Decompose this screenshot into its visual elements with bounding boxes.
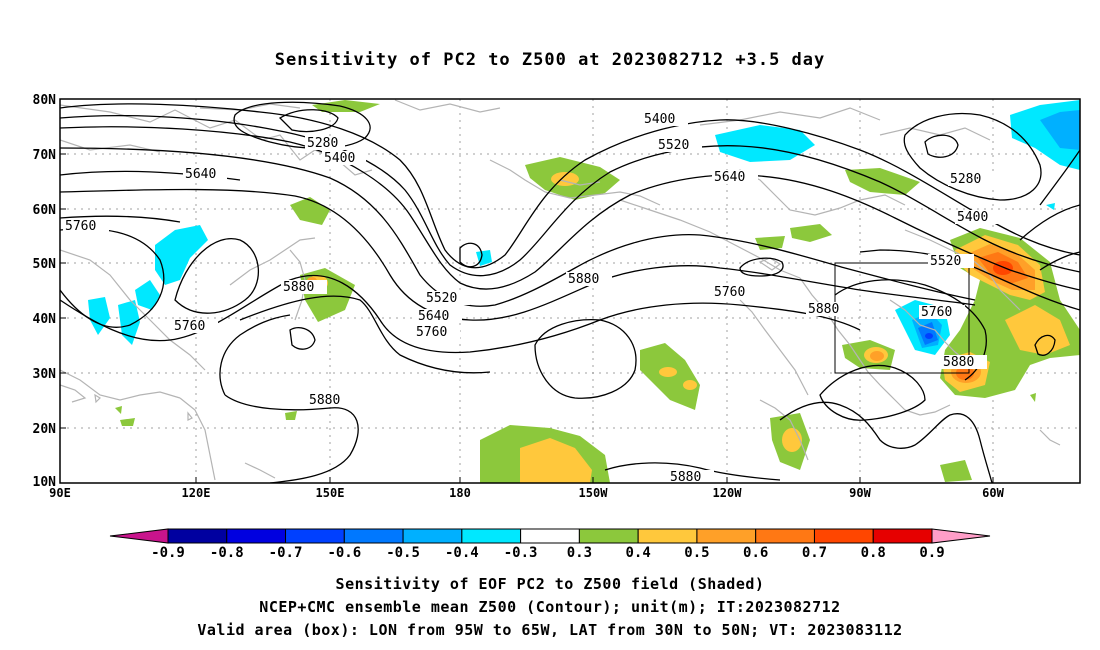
colorbar-label: 0.6 — [743, 545, 768, 561]
contour-label: 5880 — [283, 280, 314, 295]
colorbar-label: 0.9 — [919, 545, 944, 561]
lon-label: 90W — [849, 486, 871, 500]
tick-marks — [60, 98, 994, 483]
colorbar-swatch — [520, 528, 580, 544]
contour-labels: 5280 5400 5640 5760 5880 5760 5880 5880 … — [63, 112, 1001, 485]
colorbar-swatch — [813, 528, 874, 544]
contour-label: 5880 — [670, 470, 701, 485]
colorbar-label: 0.8 — [861, 545, 886, 561]
figure-title: Sensitivity of PC2 to Z500 at 2023082712… — [274, 50, 826, 70]
lat-label: 20N — [33, 422, 57, 437]
contour-label: 5400 — [324, 151, 355, 166]
contour-label: 5760 — [174, 319, 205, 334]
colorbar-high-end — [931, 528, 991, 544]
lat-label: 30N — [33, 367, 57, 382]
contour-label: 5520 — [426, 291, 457, 306]
contour-label: 5760 — [921, 305, 952, 320]
colorbar-swatch — [578, 528, 639, 544]
lat-label: 60N — [33, 203, 57, 218]
contour-label: 5520 — [658, 138, 689, 153]
colorbar-swatch — [167, 528, 228, 544]
colorbar-label: -0.5 — [386, 545, 420, 561]
colorbar-swatch — [226, 528, 287, 544]
colorbar-label: -0.3 — [504, 545, 538, 561]
colorbar-label: -0.8 — [210, 545, 244, 561]
contour-label: 5880 — [808, 302, 839, 317]
latitude-labels: 80N 70N 60N 50N 40N 30N 20N 10N — [33, 93, 57, 490]
colorbar-swatch — [637, 528, 698, 544]
map-frame — [59, 98, 1081, 484]
valid-area-box — [834, 262, 970, 374]
colorbar-label: -0.6 — [327, 545, 361, 561]
colorbar-label: 0.5 — [684, 545, 709, 561]
contour-label: 5760 — [65, 219, 96, 234]
lon-label: 180 — [449, 486, 471, 500]
shading-negative — [88, 100, 1080, 355]
contour-label: 5880 — [309, 393, 340, 408]
colorbar-label: -0.4 — [445, 545, 479, 561]
lon-label: 120E — [182, 486, 211, 500]
contour-label: 5640 — [185, 167, 216, 182]
contour-label: 5880 — [943, 355, 974, 370]
lon-label: 150W — [579, 486, 609, 500]
contour-label: 5520 — [930, 254, 961, 269]
colorbar-swatch — [461, 528, 522, 544]
colorbar-swatch — [343, 528, 404, 544]
lon-label: 150E — [316, 486, 345, 500]
contours — [60, 101, 1080, 483]
contour-label: 5640 — [714, 170, 745, 185]
contour-label: 5760 — [714, 285, 745, 300]
colorbar-swatch — [872, 528, 933, 544]
colorbar: -0.9 -0.8 -0.7 -0.6 -0.5 -0.4 -0.3 0.3 0.4 0.5 0.6… — [109, 528, 991, 561]
contour-label: 5400 — [644, 112, 675, 127]
colorbar-label: -0.9 — [151, 545, 185, 561]
coastlines — [60, 99, 1061, 481]
lon-label: 120W — [713, 486, 743, 500]
contour-label: 5400 — [957, 210, 988, 225]
lon-label: 60W — [982, 486, 1004, 500]
longitude-labels: 90E 120E 150E 180 150W 120W 90W 60W — [49, 486, 1004, 500]
colorbar-label: -0.7 — [269, 545, 303, 561]
colorbar-swatch — [285, 528, 345, 544]
gridlines — [60, 99, 1080, 483]
colorbar-swatch — [696, 528, 757, 544]
colorbar-label: 0.4 — [626, 545, 651, 561]
caption-valid-area: Valid area (box): LON from 95W to 65W, L… — [197, 621, 903, 639]
lat-label: 70N — [33, 148, 57, 163]
caption-contour: NCEP+CMC ensemble mean Z500 (Contour); u… — [259, 598, 841, 616]
lon-label: 90E — [49, 486, 71, 500]
contour-label: 5280 — [307, 136, 338, 151]
contour-label: 5880 — [568, 272, 599, 287]
colorbar-low-end — [109, 528, 169, 544]
lat-label: 80N — [33, 93, 57, 108]
caption-shading: Sensitivity of EOF PC2 to Z500 field (Sh… — [335, 575, 765, 593]
lat-label: 10N — [33, 475, 57, 490]
contour-label: 5760 — [416, 325, 447, 340]
colorbar-swatch — [755, 528, 815, 544]
colorbar-swatch — [402, 528, 463, 544]
colorbar-label: 0.3 — [567, 545, 592, 561]
lat-label: 40N — [33, 312, 57, 327]
lat-label: 50N — [33, 257, 57, 272]
contour-label: 5280 — [950, 172, 981, 187]
contour-label: 5640 — [418, 309, 449, 324]
colorbar-label: 0.7 — [802, 545, 827, 561]
